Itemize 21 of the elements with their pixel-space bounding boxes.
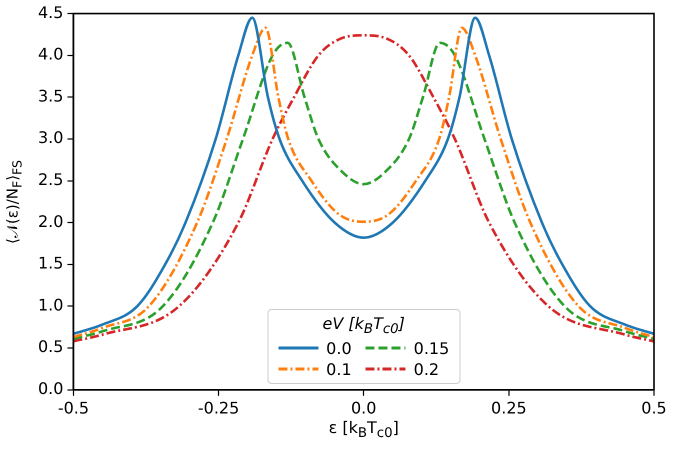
y-tick-label: 2.0 [38, 212, 64, 231]
x-tick-label: 0.25 [491, 398, 527, 418]
x-tick-label: -0.25 [198, 398, 240, 418]
y-tick-label: 2.5 [38, 170, 64, 189]
y-tick-label: 4.0 [38, 44, 64, 64]
y-tick-label: 3.0 [38, 128, 64, 148]
legend-label: 0.1 [326, 360, 352, 379]
y-tick-label: 0.5 [38, 337, 64, 356]
x-tick-label: -0.5 [58, 398, 90, 418]
y-tick-label: 3.5 [38, 86, 64, 106]
x-axis-title: ε [k$_{B}$T$_{c0}$] [328, 418, 399, 441]
x-tick-label: 0.5 [641, 398, 667, 418]
legend-label: 0.2 [414, 360, 440, 379]
y-tick-label: 4.5 [38, 2, 64, 22]
y-tick-label: 1.0 [38, 295, 64, 314]
legend-label: 0.0 [326, 338, 352, 358]
x-tick-label: 0.0 [350, 398, 376, 418]
legend-label: 0.15 [414, 338, 450, 358]
y-tick-label: 0.0 [38, 378, 64, 398]
y-tick-label: 1.5 [38, 254, 64, 273]
legend-title: eV [k$_{B}$T$_{c0}$] [322, 314, 406, 337]
